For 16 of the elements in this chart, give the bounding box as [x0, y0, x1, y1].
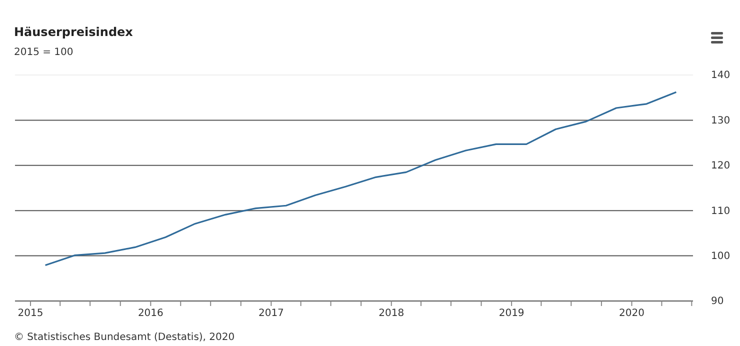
- x-tick-label: 2015: [18, 308, 44, 320]
- y-tick-label: 90: [711, 296, 724, 308]
- text: © Statistisches Bundesamt (Destatis), 2020: [14, 332, 235, 343]
- y-tick-label: 110: [711, 206, 730, 217]
- x-tick-label: 2019: [498, 308, 524, 320]
- y-tick-label: 130: [711, 115, 730, 126]
- x-tick-label: 2018: [378, 308, 404, 320]
- y-tick-label: 120: [711, 160, 730, 172]
- y-tick-label: 100: [711, 251, 730, 262]
- x-tick-label: 2020: [619, 308, 644, 320]
- chart-title: Häuserpreisindex: [14, 25, 134, 39]
- chart-subtitle: 2015 = 100: [14, 47, 74, 58]
- y-tick-label: 140: [711, 70, 730, 82]
- line-series: [44, 91, 678, 266]
- x-tick-label: 2016: [138, 308, 164, 320]
- x-tick-label: 2017: [258, 308, 284, 320]
